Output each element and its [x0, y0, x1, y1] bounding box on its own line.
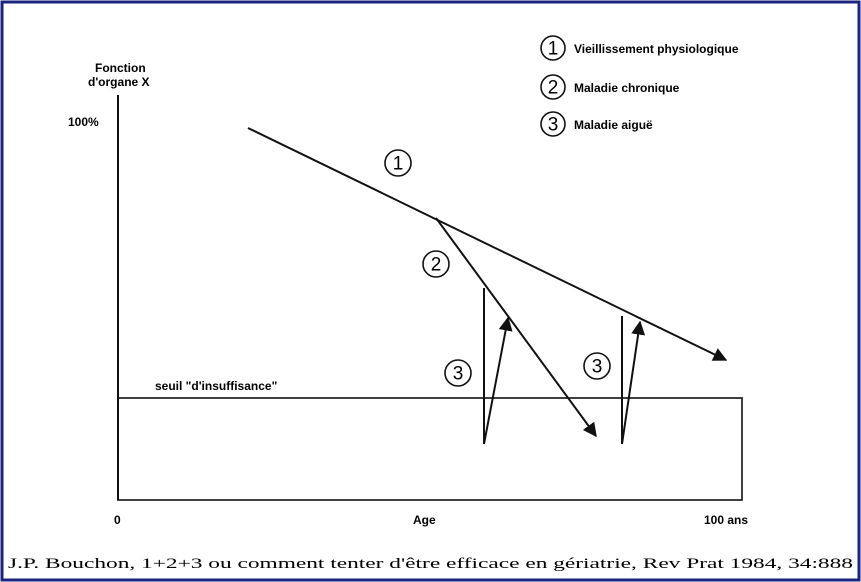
marker: 2	[422, 250, 450, 278]
y-top-label: 100%	[68, 115, 99, 129]
threshold-box	[117, 397, 743, 501]
threshold-label: seuil "d'insuffisance"	[155, 379, 277, 393]
legend-label: Maladie aiguë	[574, 118, 653, 132]
marker-number: 3	[592, 357, 603, 378]
caption: J.P. Bouchon, 1+2+3 ou comment tenter d'…	[8, 556, 853, 572]
chronic-line	[435, 217, 597, 438]
marker: 3	[583, 352, 611, 380]
y-label: d'organe X	[88, 75, 150, 89]
legend-number: 1	[548, 39, 559, 60]
marker-number: 2	[431, 255, 442, 276]
x-origin-label: 0	[114, 513, 121, 527]
marker: 1	[384, 149, 412, 177]
legend-label: Maladie chronique	[574, 81, 680, 95]
y-label: Fonction	[95, 61, 146, 75]
legend-number: 3	[548, 115, 559, 136]
acute-arrow	[483, 288, 513, 445]
x-end-label: 100 ans	[704, 513, 748, 527]
acute-arrow	[621, 316, 646, 445]
aging-line	[247, 127, 728, 361]
x-label: Age	[413, 513, 436, 527]
legend-label: Vieillissement physiologique	[574, 42, 739, 56]
marker-number: 3	[453, 364, 464, 385]
legend-number: 2	[548, 78, 559, 99]
legend: 1 Vieillissement physiologique 2 Maladie…	[540, 35, 739, 137]
marker-number: 1	[393, 154, 404, 175]
marker: 3	[444, 359, 472, 387]
